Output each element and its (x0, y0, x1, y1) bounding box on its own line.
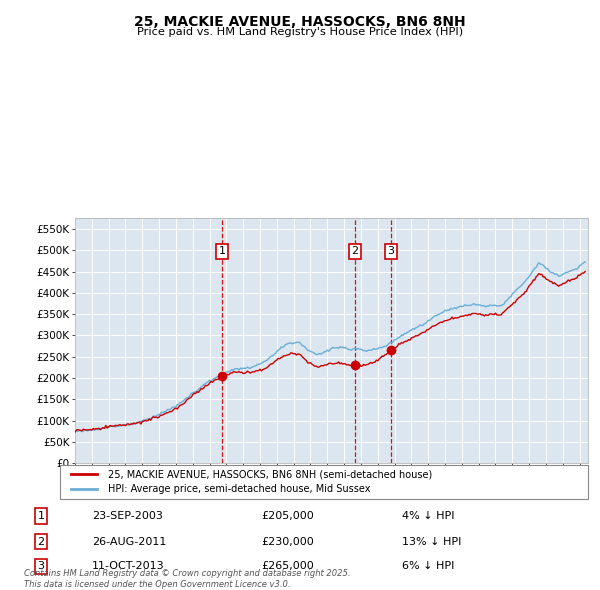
Text: 2: 2 (37, 537, 44, 546)
Text: 25, MACKIE AVENUE, HASSOCKS, BN6 8NH: 25, MACKIE AVENUE, HASSOCKS, BN6 8NH (134, 15, 466, 29)
Text: 26-AUG-2011: 26-AUG-2011 (92, 537, 166, 546)
Text: Price paid vs. HM Land Registry's House Price Index (HPI): Price paid vs. HM Land Registry's House … (137, 27, 463, 37)
Text: 4% ↓ HPI: 4% ↓ HPI (402, 512, 454, 521)
Text: £265,000: £265,000 (261, 562, 314, 571)
Text: 6% ↓ HPI: 6% ↓ HPI (402, 562, 454, 571)
Text: £230,000: £230,000 (261, 537, 314, 546)
Text: 25, MACKIE AVENUE, HASSOCKS, BN6 8NH (semi-detached house): 25, MACKIE AVENUE, HASSOCKS, BN6 8NH (se… (107, 469, 432, 479)
Text: 2: 2 (352, 247, 359, 256)
Text: 13% ↓ HPI: 13% ↓ HPI (402, 537, 461, 546)
Text: £205,000: £205,000 (261, 512, 314, 521)
Text: HPI: Average price, semi-detached house, Mid Sussex: HPI: Average price, semi-detached house,… (107, 484, 370, 494)
Text: 1: 1 (37, 512, 44, 521)
Text: 3: 3 (37, 562, 44, 571)
Text: 23-SEP-2003: 23-SEP-2003 (92, 512, 163, 521)
Text: 1: 1 (218, 247, 226, 256)
Text: 11-OCT-2013: 11-OCT-2013 (92, 562, 164, 571)
Text: Contains HM Land Registry data © Crown copyright and database right 2025.
This d: Contains HM Land Registry data © Crown c… (24, 569, 350, 589)
Text: 3: 3 (388, 247, 394, 256)
